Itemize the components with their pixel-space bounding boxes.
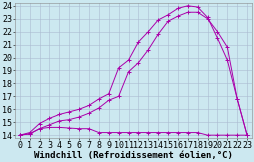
X-axis label: Windchill (Refroidissement éolien,°C): Windchill (Refroidissement éolien,°C)	[34, 151, 232, 160]
